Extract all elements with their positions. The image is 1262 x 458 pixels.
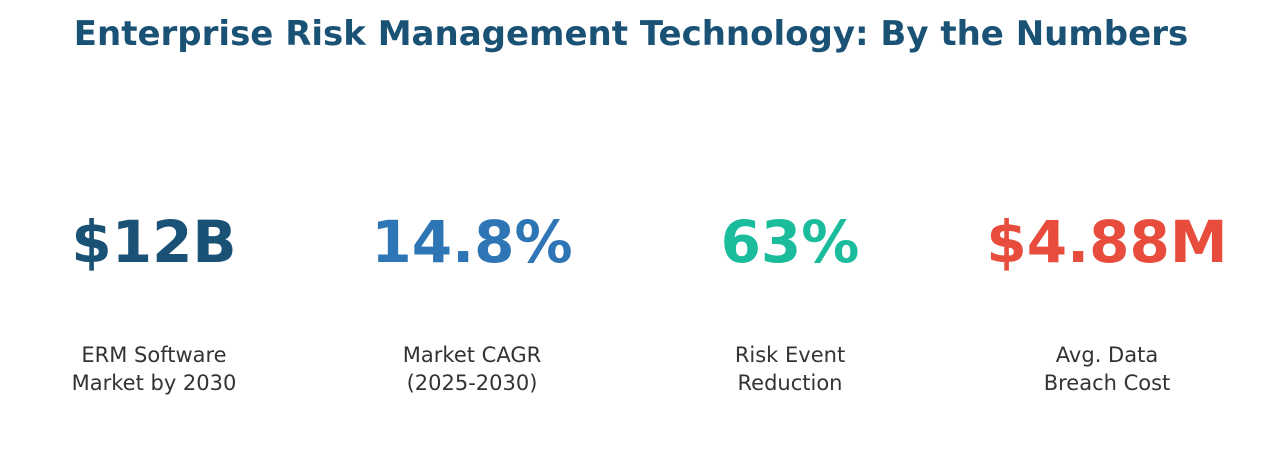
stat-label: Risk Event Reduction [734, 343, 846, 395]
stat-breach-cost: $4.88M Avg. Data Breach Cost [957, 200, 1257, 397]
stat-market-size: $12B ERM Software Market by 2030 [4, 200, 304, 397]
stat-label: ERM Software Market by 2030 [71, 343, 237, 395]
stat-label: Avg. Data Breach Cost [1043, 343, 1171, 395]
stat-value: $12B [71, 208, 237, 276]
stat-risk-event-reduction: 63% Risk Event Reduction [640, 200, 940, 397]
stat-value: $4.88M [986, 208, 1228, 276]
stat-value: 63% [720, 208, 860, 276]
stat-market-cagr: 14.8% Market CAGR (2025-2030) [322, 200, 622, 397]
chart-title: Enterprise Risk Management Technology: B… [73, 14, 1189, 54]
stat-value: 14.8% [371, 208, 573, 276]
stat-label: Market CAGR (2025-2030) [402, 343, 542, 395]
